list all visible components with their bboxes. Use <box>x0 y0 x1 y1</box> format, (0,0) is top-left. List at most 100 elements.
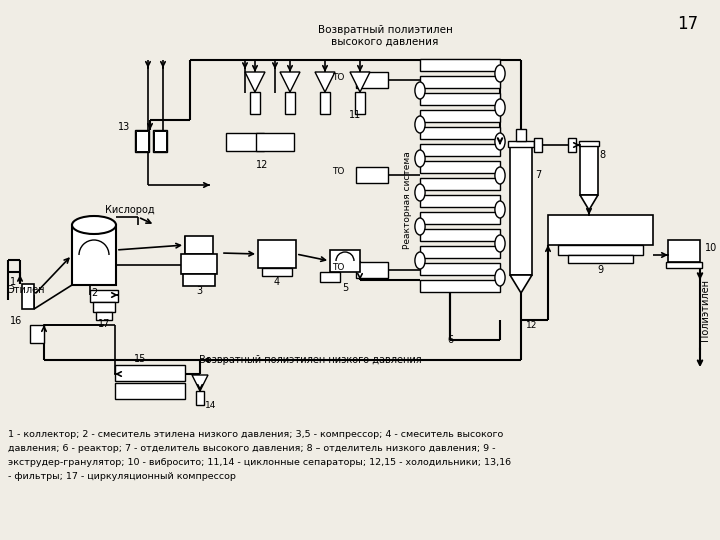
Bar <box>262 268 292 276</box>
Bar <box>90 290 118 302</box>
Bar <box>420 229 500 241</box>
Text: 12: 12 <box>256 160 268 170</box>
Text: 12: 12 <box>526 321 537 329</box>
Bar <box>568 255 633 263</box>
Text: 17: 17 <box>677 15 698 33</box>
Text: 4: 4 <box>274 277 280 287</box>
Polygon shape <box>580 195 598 210</box>
Text: 5: 5 <box>342 283 348 293</box>
Text: 8: 8 <box>599 150 605 160</box>
Text: 9: 9 <box>598 265 603 275</box>
Ellipse shape <box>415 252 425 269</box>
Ellipse shape <box>495 167 505 184</box>
Text: Полиэтилен: Полиэтилен <box>700 279 710 341</box>
Bar <box>226 133 264 151</box>
Text: 10: 10 <box>705 243 717 253</box>
Text: экструдер-гранулятор; 10 - вибросито; 11,14 - циклонные сепараторы; 12,15 - холо: экструдер-гранулятор; 10 - вибросито; 11… <box>8 458 511 467</box>
Text: 15: 15 <box>134 354 146 364</box>
Bar <box>285 92 295 114</box>
Bar <box>115 383 185 399</box>
Bar <box>548 215 653 245</box>
Bar <box>666 262 702 268</box>
Bar <box>250 92 260 114</box>
Text: 1: 1 <box>10 277 16 287</box>
Bar <box>420 195 500 207</box>
Text: Этилен: Этилен <box>8 285 45 295</box>
Bar <box>420 127 500 139</box>
Bar <box>181 254 217 274</box>
Bar <box>668 240 700 262</box>
Bar <box>183 274 215 286</box>
Ellipse shape <box>495 269 505 286</box>
Bar <box>153 130 167 152</box>
Bar <box>136 131 148 151</box>
Bar <box>420 178 500 190</box>
Bar <box>420 246 500 258</box>
Text: давления; 6 - реактор; 7 - отделитель высокого давления; 8 – отделитель низкого : давления; 6 - реактор; 7 - отделитель вы… <box>8 444 495 453</box>
Bar <box>356 262 388 278</box>
Ellipse shape <box>415 184 425 201</box>
Bar <box>356 167 388 183</box>
Ellipse shape <box>415 218 425 235</box>
Bar <box>185 236 213 254</box>
Text: Возвратный полиэтилен: Возвратный полиэтилен <box>318 25 452 35</box>
Bar <box>115 365 185 381</box>
Ellipse shape <box>415 150 425 167</box>
Bar <box>256 133 294 151</box>
Bar <box>30 325 44 343</box>
Bar <box>420 280 500 292</box>
Bar <box>568 138 576 152</box>
Text: 14: 14 <box>205 401 217 409</box>
Polygon shape <box>510 275 532 293</box>
Ellipse shape <box>495 235 505 252</box>
Bar <box>534 138 542 152</box>
Polygon shape <box>350 72 370 92</box>
Bar <box>420 110 500 122</box>
Bar <box>420 76 500 88</box>
Text: - фильтры; 17 - циркуляционный компрессор: - фильтры; 17 - циркуляционный компрессо… <box>8 472 236 481</box>
Text: 2: 2 <box>91 288 97 298</box>
Ellipse shape <box>495 65 505 82</box>
Polygon shape <box>192 375 208 391</box>
Bar <box>330 250 360 272</box>
Bar <box>420 93 500 105</box>
Bar <box>420 59 500 71</box>
Bar <box>420 263 500 275</box>
Text: Реакторная система: Реакторная система <box>403 151 413 249</box>
Bar <box>579 141 599 146</box>
Ellipse shape <box>495 133 505 150</box>
Bar <box>420 144 500 156</box>
Bar <box>22 284 34 309</box>
Bar <box>420 212 500 224</box>
Bar <box>196 391 204 405</box>
Text: Кислород: Кислород <box>105 205 155 215</box>
Bar <box>558 245 643 255</box>
Text: Возвратный полиэтилен низкого давления: Возвратный полиэтилен низкого давления <box>199 355 421 365</box>
Ellipse shape <box>495 99 505 116</box>
Bar <box>320 92 330 114</box>
Ellipse shape <box>415 82 425 99</box>
Bar <box>135 130 149 152</box>
Text: 11: 11 <box>349 110 361 120</box>
Text: 3: 3 <box>196 286 202 296</box>
Bar <box>580 145 598 195</box>
Bar <box>320 272 340 282</box>
Bar <box>516 129 526 141</box>
Text: ТО: ТО <box>332 167 344 177</box>
Bar <box>154 131 166 151</box>
Text: высокого давления: высокого давления <box>331 37 438 47</box>
Bar <box>96 312 112 320</box>
Text: 1 - коллектор; 2 - смеситель этилена низкого давления; 3,5 - компрессор; 4 - сме: 1 - коллектор; 2 - смеситель этилена низ… <box>8 430 503 439</box>
Bar <box>510 145 532 275</box>
Polygon shape <box>280 72 300 92</box>
Text: 13: 13 <box>118 122 130 132</box>
Bar <box>93 302 115 312</box>
Bar <box>356 72 388 88</box>
Text: ТО: ТО <box>332 72 344 82</box>
Bar <box>355 92 365 114</box>
Polygon shape <box>245 72 265 92</box>
Bar <box>258 240 296 268</box>
Ellipse shape <box>72 216 116 234</box>
Bar <box>508 141 534 147</box>
Text: 16: 16 <box>10 316 22 326</box>
